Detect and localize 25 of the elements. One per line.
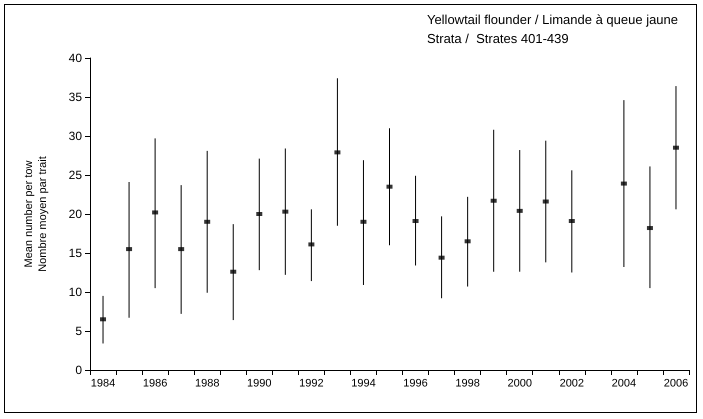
chart-title: Yellowtail flounder / Limande à queue jaune bbox=[426, 12, 678, 27]
y-tick-label: 20 bbox=[68, 207, 82, 221]
x-tick-label: 1994 bbox=[351, 378, 376, 390]
y-tick-label: 40 bbox=[68, 51, 82, 65]
x-tick-label: 1996 bbox=[403, 378, 428, 390]
chart-subtitle: Strata / Strates 401-439 bbox=[426, 31, 569, 46]
x-tick-label: 1984 bbox=[90, 378, 116, 390]
x-tick-label: 1992 bbox=[299, 378, 324, 390]
y-tick-label: 15 bbox=[68, 246, 82, 260]
y-tick-label: 30 bbox=[68, 129, 82, 143]
x-tick-label: 2002 bbox=[560, 378, 584, 390]
x-tick-label: 1986 bbox=[142, 378, 168, 390]
y-tick-label: 5 bbox=[75, 324, 82, 338]
y-tick-label: 0 bbox=[75, 363, 82, 377]
x-tick-label: 2006 bbox=[664, 378, 688, 390]
point bbox=[386, 184, 392, 189]
y-tick-label: 10 bbox=[68, 285, 82, 299]
y-axis-title: Mean number per tow Nombre moyen par trait bbox=[23, 156, 49, 272]
x-tick-label: 1990 bbox=[247, 378, 272, 390]
x-tick-label: 1988 bbox=[194, 378, 220, 390]
x-tick-label: 2004 bbox=[612, 378, 636, 390]
y-tick-label: 35 bbox=[68, 90, 82, 104]
x-tick-label: 1998 bbox=[455, 378, 480, 390]
x-tick-label: 2000 bbox=[507, 378, 532, 390]
y-tick-label: 25 bbox=[68, 168, 82, 182]
